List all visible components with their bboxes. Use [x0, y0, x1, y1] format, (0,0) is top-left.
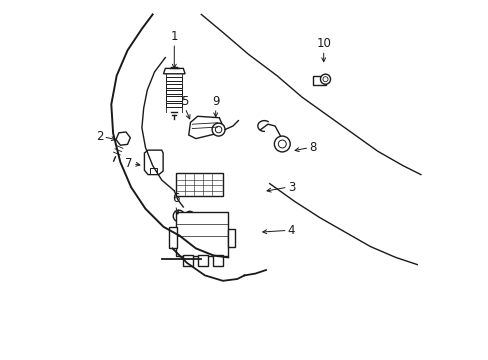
Bar [197, 255, 207, 266]
Text: 6: 6 [171, 192, 179, 205]
Circle shape [185, 211, 194, 221]
Polygon shape [116, 132, 130, 145]
Polygon shape [144, 150, 163, 175]
Circle shape [322, 77, 327, 82]
Circle shape [274, 136, 289, 152]
Bar [312, 76, 325, 85]
Bar [166, 90, 182, 94]
Bar [212, 255, 223, 266]
Text: 7: 7 [125, 157, 133, 170]
Bar [166, 77, 182, 81]
Bar [166, 84, 182, 88]
Text: 3: 3 [287, 181, 294, 194]
Text: 1: 1 [170, 30, 178, 43]
Bar [166, 103, 182, 107]
Text: 8: 8 [309, 141, 316, 154]
Circle shape [173, 210, 184, 222]
Circle shape [278, 140, 285, 148]
Text: 5: 5 [181, 95, 188, 108]
Text: 4: 4 [287, 224, 295, 237]
Bar [176, 173, 223, 196]
Text: 10: 10 [316, 37, 330, 50]
Bar [168, 227, 177, 248]
Bar [182, 255, 192, 266]
Bar [166, 96, 182, 101]
Polygon shape [188, 116, 223, 139]
Circle shape [212, 123, 224, 136]
Polygon shape [163, 68, 185, 74]
FancyBboxPatch shape [176, 212, 228, 256]
Bar [228, 229, 234, 247]
Text: 2: 2 [96, 130, 103, 143]
Bar [149, 168, 157, 174]
Text: 9: 9 [211, 95, 219, 108]
Circle shape [215, 126, 222, 133]
Circle shape [320, 74, 330, 84]
